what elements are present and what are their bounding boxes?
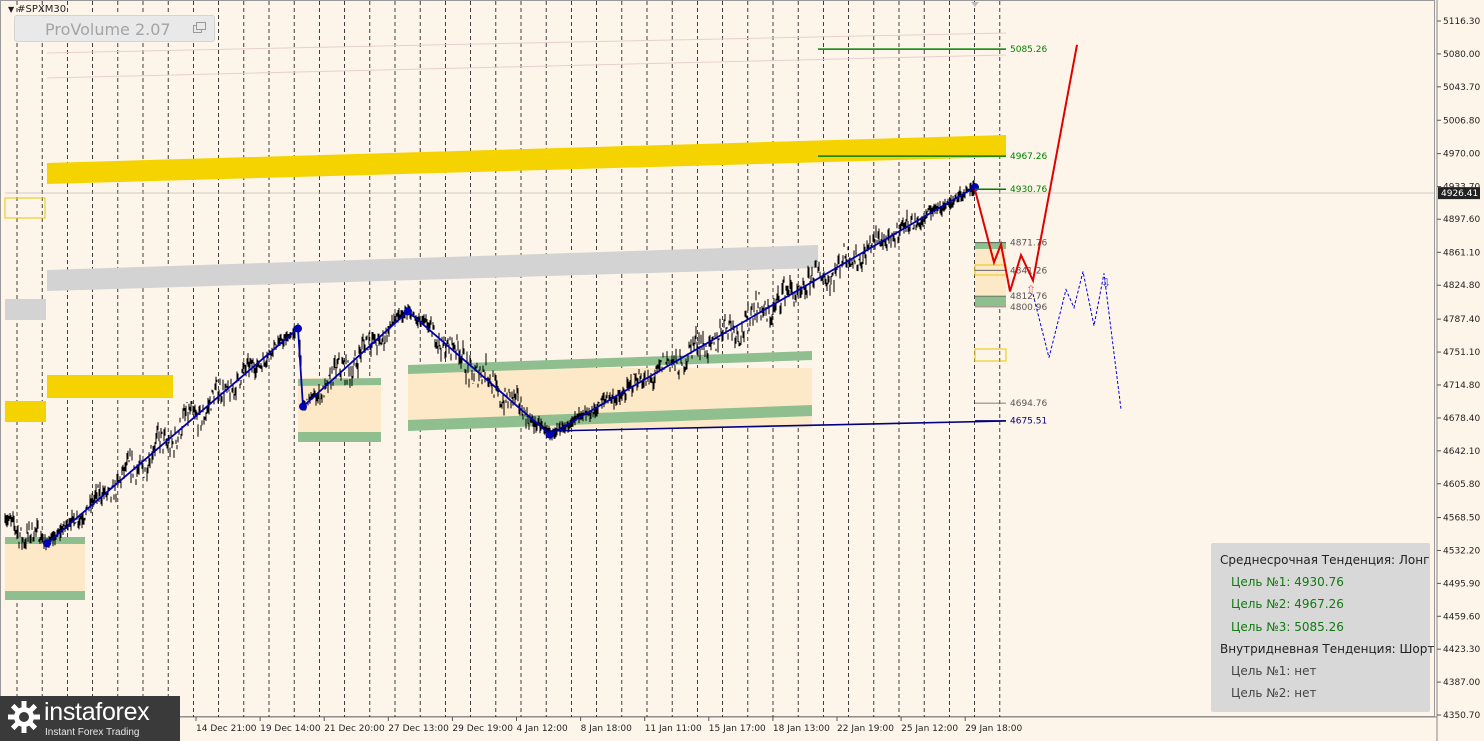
instaforex-logo: instaforex Instant Forex Trading (0, 696, 180, 741)
trend-info-panel: Среднесрочная Тенденция: Лонг Цель №1: 4… (1211, 543, 1435, 712)
price-tick-label: 4495.90 (1443, 579, 1480, 589)
price-tick-label: 4678.40 (1443, 414, 1480, 424)
price-tick-label: 5043.70 (1443, 83, 1480, 93)
price-tick-label: 4751.10 (1443, 348, 1480, 358)
projection-main-line (974, 44, 1078, 292)
target-level-label: 5085.26 (1010, 45, 1047, 55)
mid-target-3: Цель №3: 5085.26 (1231, 619, 1344, 634)
price-tick-label: 4861.10 (1443, 248, 1480, 258)
target-level-label: 4694.76 (1010, 399, 1047, 409)
mid-term-trend: Среднесрочная Тенденция: Лонг (1220, 553, 1430, 567)
volume-zone-gray-small (5, 299, 46, 320)
mid-target-2: Цель №2: 4967.26 (1231, 597, 1344, 612)
price-tick-label: 4787.40 (1443, 315, 1480, 325)
price-tick-label: 5116.30 (1443, 17, 1480, 27)
volume-zone-gray (47, 245, 818, 291)
indicator-title: ProVolume 2.07 (45, 20, 171, 39)
price-tick-label: 4714.80 (1443, 381, 1480, 391)
green-band (5, 591, 85, 600)
time-tick-label: 11 Jan 11:00 (645, 724, 702, 734)
level-box (4, 197, 46, 219)
projection-alt-line (1032, 271, 1122, 410)
green-band (298, 432, 381, 442)
target-level-label: 4967.26 (1010, 152, 1047, 162)
price-tick-label: 4824.80 (1443, 281, 1480, 291)
accum-box (5, 541, 85, 596)
green-band (408, 405, 812, 431)
target-level-label: 4800.96 (1010, 303, 1047, 313)
time-tick-label: 29 Jan 18:00 (965, 724, 1022, 734)
logo-tagline: Instant Forex Trading (45, 727, 140, 738)
price-tick-label: 5006.80 (1443, 116, 1480, 126)
volume-zone-small-yellow (5, 401, 46, 422)
thin-level (46, 54, 1007, 79)
target-level-label: 4871.76 (1010, 239, 1047, 249)
time-tick-label: 14 Dec 21:00 (196, 724, 257, 734)
zigzag-pivot (294, 324, 302, 333)
zigzag-pivot (43, 539, 51, 548)
thin-level (46, 32, 1007, 54)
support-line (549, 420, 1007, 432)
indicator-panel[interactable]: ProVolume 2.07 (14, 15, 215, 42)
price-tick-label: 4605.80 (1443, 480, 1480, 490)
price-tick-label: 4459.60 (1443, 612, 1480, 622)
zigzag-line (46, 186, 976, 545)
green-band (408, 351, 812, 374)
time-tick-label: 29 Dec 19:00 (452, 724, 513, 734)
target-level-label: 4675.51 (1010, 417, 1047, 427)
price-tick-label: 4568.50 (1443, 514, 1480, 524)
current-price-tag (1438, 187, 1480, 200)
time-tick-label: 19 Dec 14:00 (260, 724, 321, 734)
price-tick-label: 4387.00 (1443, 678, 1480, 688)
intraday-target-2: Цель №2: нет (1231, 686, 1317, 701)
target-level-label: 4930.76 (1010, 185, 1047, 195)
zigzag-pivot (404, 307, 412, 316)
zigzag-pivot (546, 430, 554, 439)
price-tick-label: 4350.70 (1443, 711, 1480, 721)
accum-box (298, 378, 381, 438)
volume-zone-upper-yellow (47, 135, 1006, 184)
time-tick-label: 22 Jan 19:00 (837, 724, 894, 734)
price-tick-label: 4970.00 (1443, 150, 1480, 160)
time-tick-label: 21 Dec 20:00 (324, 724, 385, 734)
time-tick-label: 8 Jan 18:00 (581, 724, 633, 734)
green-band (975, 296, 1006, 306)
green-band (298, 378, 381, 386)
level-box (974, 348, 1007, 362)
symbol-label: #SPXM30 (17, 4, 67, 15)
down-arrow-icon: ⇩ (1101, 276, 1111, 290)
up-arrow-icon: ⇧ (1026, 283, 1036, 297)
logo-gear-icon (8, 701, 40, 733)
time-tick-label: 25 Jan 12:00 (901, 724, 958, 734)
time-tick-label: 15 Jan 17:00 (709, 724, 766, 734)
price-tick-label: 4897.60 (1443, 215, 1480, 225)
price-tick-label: 5080.00 (1443, 50, 1480, 60)
shift-marker (971, 2, 979, 7)
logo-wordmark: instaforex (44, 698, 150, 726)
minimize-icon[interactable] (193, 22, 206, 33)
price-tick-label: 4532.20 (1443, 546, 1480, 556)
price-tick-label: 4642.10 (1443, 447, 1480, 457)
intraday-target-1: Цель №1: нет (1231, 663, 1317, 678)
volume-zone-mid-yellow (47, 375, 173, 398)
price-tick-label: 4423.30 (1443, 645, 1480, 655)
intraday-trend: Внутридневная Тенденция: Шорт (1220, 641, 1435, 656)
time-tick-label: 18 Jan 13:00 (773, 724, 830, 734)
time-tick-label: 4 Jan 12:00 (517, 724, 569, 734)
symbol-header[interactable]: ▼ #SPXM30 (8, 4, 66, 15)
zigzag-pivot (299, 402, 307, 411)
dropdown-arrow-icon[interactable]: ▼ (8, 5, 15, 14)
target-level-label: 4812.76 (1010, 292, 1047, 302)
mid-target-1: Цель №1: 4930.76 (1231, 575, 1344, 590)
time-tick-label: 27 Dec 13:00 (388, 724, 449, 734)
current-price-label: 4926.41 (1441, 189, 1478, 199)
